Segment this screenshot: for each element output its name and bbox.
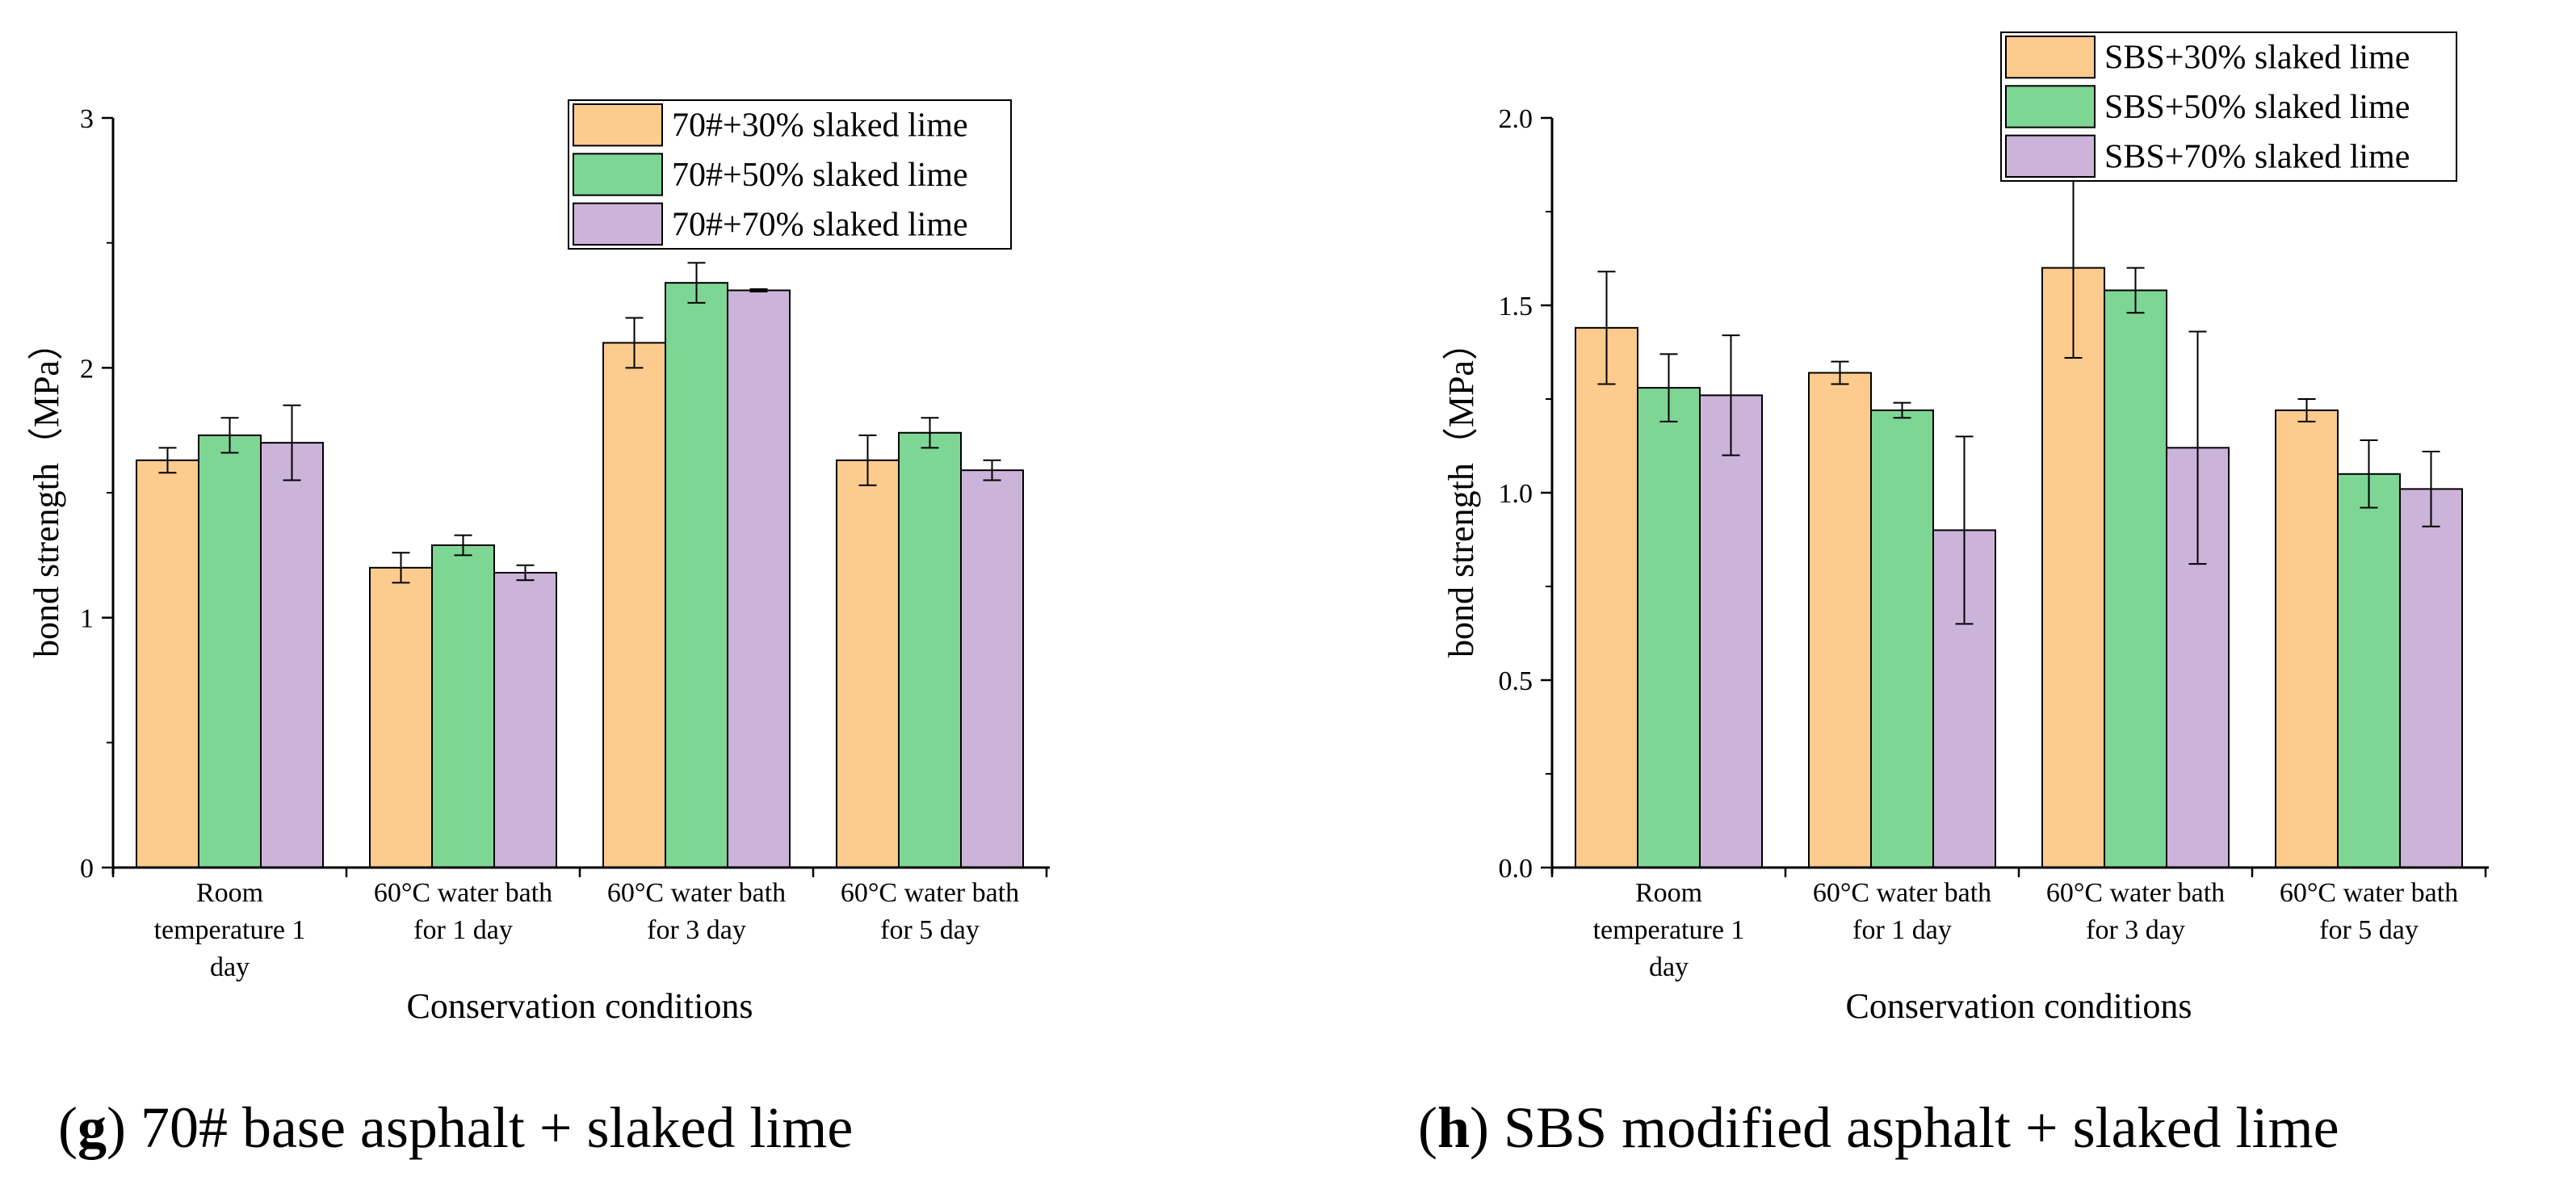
x-category-label: for 1 day: [413, 915, 513, 945]
legend-swatch-2: [573, 153, 663, 196]
caption-paren-close: ): [1470, 1095, 1489, 1160]
bar-s1-c1: [136, 459, 199, 869]
bar-s1-c1: [1575, 326, 1638, 868]
bar-s2-c2: [1870, 409, 1934, 869]
bar-s2-c4: [2337, 473, 2401, 868]
chart-panel-g: 0 1 2 3 Room temperature 1 day 60°C water bath f…: [27, 99, 1050, 1160]
bar-s2-c3: [665, 282, 728, 869]
y-tick-label: 3: [80, 104, 94, 134]
x-axis-title: Conservation conditions: [407, 986, 753, 1026]
bar-s2-c4: [898, 431, 962, 868]
panel-caption-h: (h) SBS modified asphalt + slaked lime: [1418, 1095, 2339, 1160]
legend-swatch-1: [2005, 36, 2096, 79]
x-category-label: for 5 day: [2319, 915, 2419, 945]
legend-label-2: 70#+50% slaked lime: [672, 157, 968, 194]
x-category-label: for 1 day: [1852, 915, 1952, 945]
caption-letter-g: g: [78, 1095, 107, 1160]
caption-paren-open: (: [58, 1095, 78, 1160]
y-tick-label: 2.0: [1499, 104, 1533, 134]
x-category-label: Room: [196, 878, 263, 908]
caption-letter-h: h: [1437, 1095, 1470, 1160]
legend-label-1: 70#+30% slaked lime: [672, 107, 968, 145]
x-category-label: 60°C water bath: [841, 878, 1019, 908]
bar-s1-c4: [2275, 409, 2339, 869]
chart-panel-h: 0.0 0.5 1.0 1.5 2.0 Room temperature 1 day 60°C …: [1418, 32, 2489, 1160]
y-tick-label: 1.5: [1499, 292, 1533, 321]
bar-s3-c2: [493, 571, 557, 869]
bar-s1-c2: [1808, 372, 1872, 868]
bar-s3-c1: [1699, 394, 1763, 868]
legend-swatch-3: [573, 202, 663, 246]
x-category-label: for 3 day: [647, 915, 746, 945]
bar-s1-c3: [602, 342, 666, 868]
legend-swatch-1: [573, 103, 663, 147]
x-category-label: 60°C water bath: [607, 878, 786, 908]
bar-s3-c1: [260, 442, 324, 868]
legend-label-3: SBS+70% slaked lime: [2104, 138, 2410, 175]
y-tick-label: 0: [80, 854, 94, 884]
caption-paren-close: ): [107, 1095, 126, 1160]
x-category-label: temperature 1: [1593, 915, 1745, 945]
x-category-label: 60°C water bath: [374, 878, 552, 908]
bar-s3-c3: [727, 289, 791, 868]
x-category-label: Room: [1635, 878, 1702, 908]
legend-swatch-2: [2005, 85, 2096, 128]
x-category-label: 60°C water bath: [2046, 878, 2225, 908]
x-category-label: day: [210, 952, 250, 982]
bar-s2-c3: [2104, 289, 2167, 868]
y-tick-label: 1.0: [1499, 479, 1533, 509]
y-tick-label: 0.5: [1499, 666, 1533, 696]
y-tick-label: 2: [80, 354, 94, 384]
caption-paren-open: (: [1418, 1095, 1437, 1160]
bar-s2-c2: [431, 544, 495, 869]
y-axis-title: bond strength（MPa）: [1441, 325, 1481, 658]
bar-s1-c4: [836, 459, 900, 869]
legend-swatch-3: [2005, 134, 2096, 179]
legend-label-1: SBS+30% slaked lime: [2104, 40, 2410, 77]
caption-text-h: SBS modified asphalt + slaked lime: [1489, 1095, 2339, 1160]
legend-label-2: SBS+50% slaked lime: [2104, 89, 2410, 126]
x-axis-title: Conservation conditions: [1846, 986, 2192, 1026]
x-category-label: 60°C water bath: [2280, 878, 2458, 908]
bar-s1-c2: [369, 566, 433, 868]
x-category-label: day: [1649, 952, 1689, 982]
panel-caption-g: (g) 70# base asphalt + slaked lime: [58, 1095, 853, 1160]
x-category-label: 60°C water bath: [1813, 878, 1991, 908]
bar-s2-c1: [1637, 387, 1701, 868]
legend-label-3: 70#+70% slaked lime: [672, 206, 968, 243]
y-tick-label: 0.0: [1499, 854, 1533, 884]
x-category-label: for 3 day: [2086, 915, 2185, 945]
bar-s2-c1: [198, 434, 262, 868]
bar-s3-c4: [2399, 488, 2463, 868]
x-category-label: temperature 1: [154, 915, 306, 945]
bar-s3-c4: [960, 469, 1024, 868]
x-category-label: for 5 day: [880, 915, 980, 945]
caption-text-g: 70# base asphalt + slaked lime: [126, 1095, 853, 1160]
y-axis-title: bond strength（MPa）: [27, 325, 66, 658]
y-tick-label: 1: [80, 604, 94, 634]
